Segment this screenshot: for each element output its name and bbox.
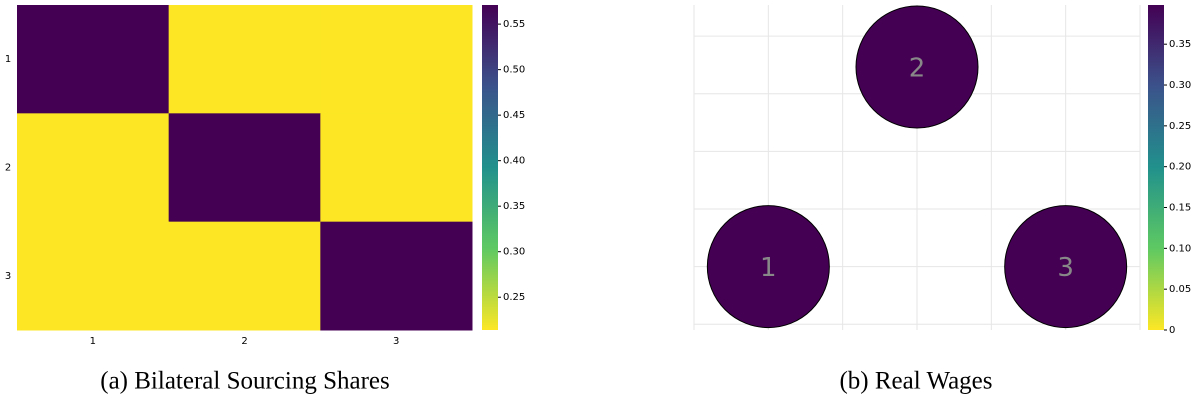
bubble <box>855 5 979 129</box>
heatmap-cell <box>168 221 321 331</box>
y-tick-label: 2 <box>5 163 11 174</box>
y-tick-label: 1 <box>5 54 11 65</box>
caption: (b) Real Wages <box>839 368 992 395</box>
colorbar-tick-label: 0.25 <box>1169 121 1191 132</box>
colorbar-tick-label: 0.05 <box>1169 284 1191 295</box>
colorbar-tick-label: 0.10 <box>1169 243 1191 254</box>
bubble <box>706 205 830 329</box>
heatmap-cell <box>320 113 473 223</box>
caption: (a) Bilateral Sourcing Shares <box>100 368 390 395</box>
colorbar-tick-label: 0.45 <box>503 110 525 121</box>
heatmap-cell <box>320 221 473 331</box>
heatmap-cell <box>17 221 170 331</box>
colorbar-tick-label: 0.30 <box>1169 80 1191 91</box>
heatmap-cell <box>168 5 321 114</box>
colorbar <box>1148 5 1164 330</box>
colorbar-tick-label: 0.35 <box>503 201 525 212</box>
colorbar-tick-label: 0.15 <box>1169 203 1191 214</box>
colorbar-tick-label: 0.35 <box>1169 39 1191 50</box>
colorbar-tick-label: 0.30 <box>503 247 525 258</box>
x-tick-label: 3 <box>393 336 399 347</box>
colorbar-tick-label: 0.40 <box>503 156 525 167</box>
heatmap-cell <box>17 113 170 223</box>
x-tick-label: 1 <box>90 336 96 347</box>
colorbar-tick-label: 0.55 <box>503 19 525 30</box>
colorbar-tick-label: 0 <box>1169 325 1175 336</box>
bubble <box>1004 205 1128 329</box>
colorbar-tick-label: 0.20 <box>1169 162 1191 173</box>
point-label: 3 <box>1057 253 1074 283</box>
heatmap-cell <box>320 5 473 114</box>
heatmap-cell <box>168 113 321 223</box>
y-tick-label: 3 <box>5 271 11 282</box>
colorbar-tick-label: 0.25 <box>503 292 525 303</box>
point-label: 2 <box>909 54 926 84</box>
colorbar <box>482 5 498 330</box>
point-label: 1 <box>760 253 777 283</box>
x-tick-label: 2 <box>241 336 247 347</box>
heatmap-cell <box>17 5 170 114</box>
colorbar-tick-label: 0.50 <box>503 65 525 76</box>
